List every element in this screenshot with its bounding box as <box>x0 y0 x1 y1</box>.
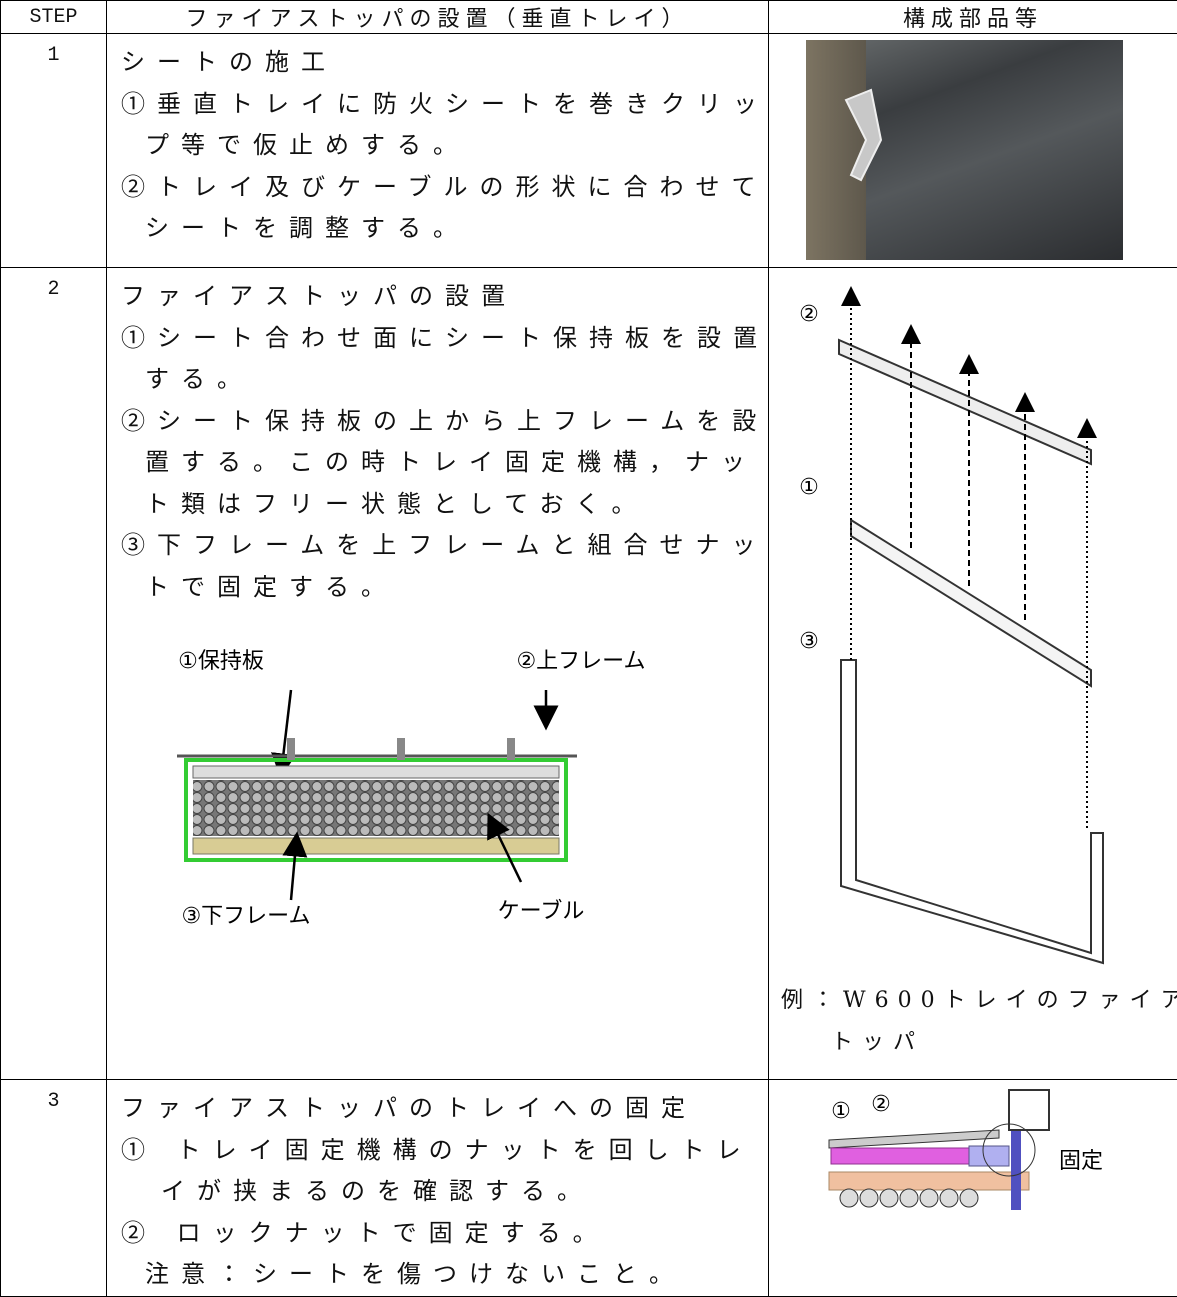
step-number: 1 <box>1 34 107 268</box>
step-number: 3 <box>1 1080 107 1297</box>
figure-label: ① <box>799 475 819 500</box>
figure-label: ③ <box>799 629 819 654</box>
step-item: ②トレイ及びケーブルの形状に合わせてシートを調整する。 <box>121 167 773 250</box>
header-cell: 構成部品等 <box>769 1 1177 34</box>
step-text: ファイアストッパのトレイへの固定 ① トレイ固定機構のナットを回しトレイが挟まる… <box>107 1080 773 1296</box>
figure-label: ① <box>831 1099 851 1124</box>
figure-label: ② <box>871 1092 891 1117</box>
figure-caption: 例：W600トレイのファイアストッパ <box>781 980 1177 1064</box>
parts-figure: ② ① ③ <box>769 268 1177 968</box>
step-title: ファイアストッパの設置 <box>121 276 773 318</box>
header-row: STEP ファイアストッパの設置（垂直トレイ） 構成部品等 <box>1 1 1177 34</box>
step-row: 2 ファイアストッパの設置 ①シート合わせ面にシート保持板を設置する。 ②シート… <box>1 268 1177 1080</box>
figure-label: ケーブル <box>498 899 585 924</box>
step-item: ①シート合わせ面にシート保持板を設置する。 <box>121 318 773 401</box>
figure-label: 固定 <box>1059 1149 1103 1174</box>
figure-label: ②上フレーム <box>516 649 645 674</box>
figure-label: ② <box>799 302 819 327</box>
figure-label: ①保持板 <box>178 649 264 674</box>
step-text: ファイアストッパの設置 ①シート合わせ面にシート保持板を設置する。 ②シート保持… <box>107 268 773 608</box>
header-cell: ファイアストッパの設置（垂直トレイ） <box>107 1 769 34</box>
parts-cell: ② ① ③ 例：W600トレイのファイアストッパ <box>769 268 1177 1080</box>
page: STEP ファイアストッパの設置（垂直トレイ） 構成部品等 1 シートの施工 ①… <box>0 0 1177 1205</box>
parts-cell <box>769 34 1177 268</box>
step-cell: ファイアストッパの設置 ①シート合わせ面にシート保持板を設置する。 ②シート保持… <box>107 268 769 1080</box>
step-row: 1 シートの施工 ①垂直トレイに防火シートを巻きクリップ等で仮止めする。 ②トレ… <box>1 34 1177 268</box>
step-number: 2 <box>1 268 107 1080</box>
figure-label: ③下フレーム <box>181 904 310 929</box>
clip-icon <box>826 80 906 200</box>
step-item: ①垂直トレイに防火シートを巻きクリップ等で仮止めする。 <box>121 84 773 167</box>
step-item: ① トレイ固定機構のナットを回しトレイが挟まるのを確認する。 <box>121 1130 773 1213</box>
step-item: ②シート保持板の上から上フレームを設置する。この時トレイ固定機構，ナット類はフリ… <box>121 401 773 526</box>
parts-cell: ① ② 固定 <box>769 1080 1177 1297</box>
step-item: ③下フレームを上フレームと組合せナットで固定する。 <box>121 525 773 608</box>
fixing-figure: ① ② 固定 <box>769 1080 1177 1210</box>
step-cell: ファイアストッパのトレイへの固定 ① トレイ固定機構のナットを回しトレイが挟まる… <box>107 1080 769 1297</box>
step-title: ファイアストッパのトレイへの固定 <box>121 1088 773 1130</box>
step-title: シートの施工 <box>121 42 773 84</box>
section-figure: ①保持板 ②上フレーム ③下フレーム ケーブル <box>107 638 767 938</box>
step-text: シートの施工 ①垂直トレイに防火シートを巻きクリップ等で仮止めする。 ②トレイ及… <box>107 34 773 250</box>
step-note: 注意：シートを傷つけないこと。 <box>121 1254 773 1296</box>
step-row: 3 ファイアストッパのトレイへの固定 ① トレイ固定機構のナットを回しトレイが挟… <box>1 1080 1177 1297</box>
header-cell: STEP <box>1 1 107 34</box>
step-cell: シートの施工 ①垂直トレイに防火シートを巻きクリップ等で仮止めする。 ②トレイ及… <box>107 34 769 268</box>
sheet-photo <box>806 40 1123 260</box>
step-item: ② ロックナットで固定する。 <box>121 1213 773 1255</box>
